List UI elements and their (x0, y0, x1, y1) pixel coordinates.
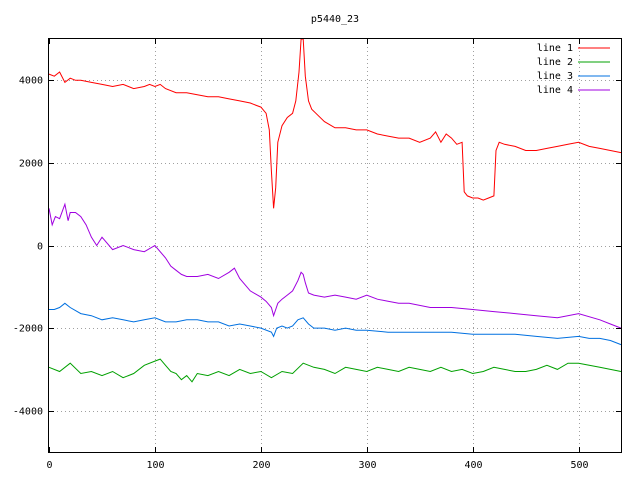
legend: line 1 line 2 line 3 line 4 (537, 43, 610, 96)
grid (49, 39, 621, 452)
series-group (48, 38, 622, 383)
y-tick-label: 4000 (19, 76, 43, 87)
series-line-1 (48, 38, 622, 209)
series-line-3 (49, 302, 622, 346)
plot-frame (48, 38, 622, 453)
legend-label-1: line 1 (537, 43, 573, 54)
y-tick-label: -2000 (13, 324, 43, 335)
y-tick-label: 2000 (19, 159, 43, 170)
chart-title: p5440_23 (311, 14, 359, 25)
legend-label-4: line 4 (537, 85, 573, 96)
legend-label-3: line 3 (537, 71, 573, 82)
series-line-4 (48, 202, 622, 329)
y-tick-label: -4000 (13, 407, 43, 418)
x-tick-label: 100 (146, 460, 164, 471)
x-tick-label: 200 (252, 460, 270, 471)
x-tick-label: 400 (464, 460, 482, 471)
legend-label-2: line 2 (537, 57, 573, 68)
x-tick-label: 300 (358, 460, 376, 471)
y-tick-label: 0 (37, 242, 43, 253)
x-tick-label: 500 (570, 460, 588, 471)
x-tick-label: 0 (46, 460, 52, 471)
axis-ticks: 0 100 200 300 400 500 -4000 -2000 0 2000 4000 (13, 39, 621, 471)
series-line-2 (48, 358, 622, 383)
